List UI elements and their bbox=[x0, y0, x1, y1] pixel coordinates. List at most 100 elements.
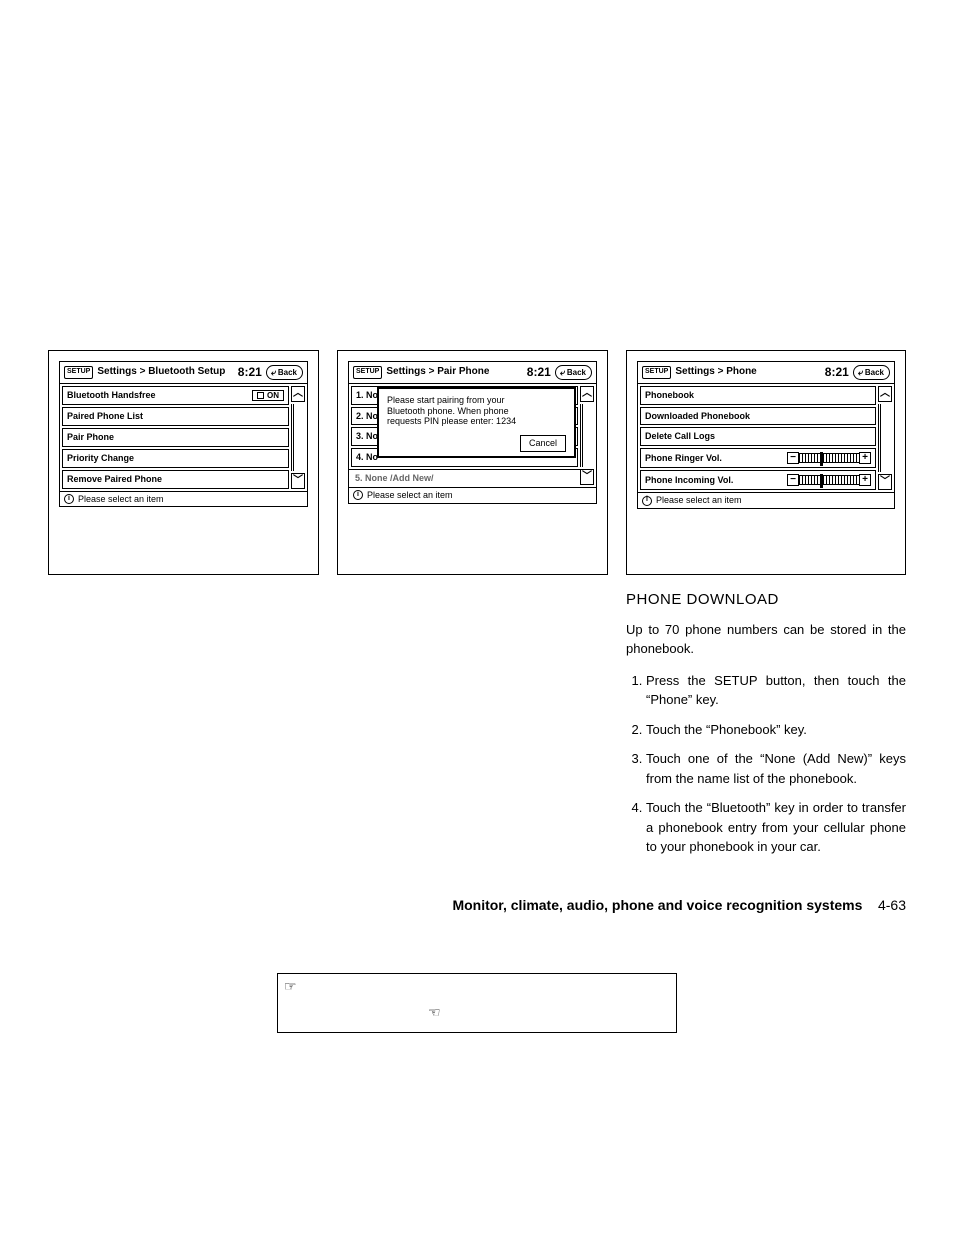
cancel-button[interactable]: Cancel bbox=[520, 435, 566, 452]
popup-line: Bluetooth phone. When phone bbox=[387, 406, 566, 417]
scroll-down-button[interactable]: ﹀ bbox=[580, 469, 594, 485]
menu-item-pair-phone[interactable]: Pair Phone bbox=[62, 428, 289, 447]
menu-item-label: Phonebook bbox=[645, 390, 694, 401]
step-item: Touch the “Bluetooth” key in order to tr… bbox=[646, 798, 906, 857]
figure-bluetooth-setup: SETUP Settings > Bluetooth Setup 8:21 ⤶ … bbox=[48, 350, 319, 575]
back-label: Back bbox=[278, 368, 297, 378]
device-screen-phone-settings: SETUP Settings > Phone 8:21 ⤶ Back Phone… bbox=[637, 361, 895, 509]
chevron-down-icon: ﹀ bbox=[293, 475, 303, 487]
menu-item-phone-incoming-vol[interactable]: Phone Incoming Vol. − + bbox=[640, 470, 876, 490]
volume-slider-incoming[interactable]: − + bbox=[787, 474, 871, 486]
back-arrow-icon: ⤶ bbox=[271, 367, 276, 378]
slider-track[interactable] bbox=[799, 475, 859, 485]
menu-item-priority-change[interactable]: Priority Change bbox=[62, 449, 289, 468]
menu-item-label: 3. No bbox=[356, 431, 378, 442]
footer-hint: Please select an item bbox=[367, 490, 453, 501]
menu-item-bluetooth-handsfree[interactable]: Bluetooth Handsfree ON bbox=[62, 386, 289, 406]
menu-item-delete-call-logs[interactable]: Delete Call Logs bbox=[640, 427, 876, 446]
chevron-up-icon: ︿ bbox=[293, 388, 303, 400]
section-title: Monitor, climate, audio, phone and voice… bbox=[452, 897, 862, 913]
pairing-popup: Please start pairing from your Bluetooth… bbox=[377, 387, 576, 458]
slider-thumb[interactable] bbox=[820, 474, 823, 488]
slider-track[interactable] bbox=[799, 453, 859, 463]
menu-item-label: Remove Paired Phone bbox=[67, 474, 162, 485]
menu-list: Bluetooth Handsfree ON Paired Phone List… bbox=[60, 384, 291, 491]
steps-list: Press the SETUP button, then touch the “… bbox=[626, 671, 906, 857]
device-body: Bluetooth Handsfree ON Paired Phone List… bbox=[60, 384, 307, 491]
intro-paragraph: Up to 70 phone numbers can be stored in … bbox=[626, 620, 906, 659]
breadcrumb: Settings > Phone bbox=[675, 366, 820, 378]
scroll-track[interactable] bbox=[580, 404, 594, 467]
menu-item-label: 2. No bbox=[356, 411, 378, 422]
menu-item-label: Phone Incoming Vol. bbox=[645, 475, 733, 486]
menu-item-phonebook[interactable]: Phonebook bbox=[640, 386, 876, 405]
info-icon: i bbox=[64, 494, 74, 504]
clock: 8:21 bbox=[825, 365, 849, 379]
menu-item-label: Paired Phone List bbox=[67, 411, 143, 422]
volume-minus-button[interactable]: − bbox=[787, 474, 799, 486]
menu-list: 1. No 2. No 3. No 4. No 5. None /Add New bbox=[349, 384, 580, 487]
menu-item-label: Delete Call Logs bbox=[645, 431, 715, 442]
scrollbar: ︿ ﹀ bbox=[580, 384, 596, 487]
menu-item-label: 5. None /Add New/ bbox=[355, 473, 434, 484]
hand-pointing-left-icon: ☜ bbox=[428, 1004, 441, 1021]
volume-minus-button[interactable]: − bbox=[787, 452, 799, 464]
step-item: Touch one of the “None (Add New)” keys f… bbox=[646, 749, 906, 788]
setup-icon: SETUP bbox=[642, 366, 671, 378]
page-footer: Monitor, climate, audio, phone and voice… bbox=[48, 897, 906, 913]
popup-line: Please start pairing from your bbox=[387, 395, 566, 406]
menu-item-label: Phone Ringer Vol. bbox=[645, 453, 722, 464]
revision-box-wrap: ☞ ☜ bbox=[277, 973, 677, 1033]
footer-hint: Please select an item bbox=[78, 494, 164, 505]
chevron-down-icon: ﹀ bbox=[582, 471, 592, 483]
back-arrow-icon: ⤶ bbox=[858, 367, 863, 378]
section-heading: PHONE DOWNLOAD bbox=[626, 589, 906, 612]
checkbox-icon bbox=[257, 392, 264, 399]
info-icon: i bbox=[353, 490, 363, 500]
menu-item-downloaded-phonebook[interactable]: Downloaded Phonebook bbox=[640, 407, 876, 426]
scroll-up-button[interactable]: ︿ bbox=[878, 386, 892, 402]
breadcrumb: Settings > Bluetooth Setup bbox=[97, 366, 233, 378]
slider-thumb[interactable] bbox=[820, 452, 823, 466]
toggle-label: ON bbox=[267, 391, 279, 401]
device-body: Phonebook Downloaded Phonebook Delete Ca… bbox=[638, 384, 894, 492]
menu-item-label: 4. No bbox=[356, 452, 378, 463]
back-button[interactable]: ⤶ Back bbox=[266, 365, 303, 380]
chevron-up-icon: ︿ bbox=[582, 388, 592, 400]
back-button[interactable]: ⤶ Back bbox=[853, 365, 890, 380]
menu-item-slot-5[interactable]: 5. None /Add New/ bbox=[349, 469, 580, 487]
menu-item-paired-phone-list[interactable]: Paired Phone List bbox=[62, 407, 289, 426]
scroll-up-button[interactable]: ︿ bbox=[291, 386, 305, 402]
step-item: Touch the “Phonebook” key. bbox=[646, 720, 906, 740]
menu-item-phone-ringer-vol[interactable]: Phone Ringer Vol. − + bbox=[640, 448, 876, 468]
device-screen-pair-phone: SETUP Settings > Pair Phone 8:21 ⤶ Back … bbox=[348, 361, 597, 504]
back-label: Back bbox=[567, 368, 586, 378]
setup-icon: SETUP bbox=[353, 366, 382, 378]
scroll-up-button[interactable]: ︿ bbox=[580, 386, 594, 402]
back-button[interactable]: ⤶ Back bbox=[555, 365, 592, 380]
volume-plus-button[interactable]: + bbox=[859, 474, 871, 486]
scroll-down-button[interactable]: ﹀ bbox=[291, 473, 305, 489]
chevron-down-icon: ﹀ bbox=[880, 476, 890, 488]
volume-plus-button[interactable]: + bbox=[859, 452, 871, 464]
scroll-track[interactable] bbox=[878, 404, 892, 472]
menu-item-label: 1. No bbox=[356, 390, 378, 401]
scroll-track[interactable] bbox=[291, 404, 305, 471]
menu-item-label: Bluetooth Handsfree bbox=[67, 390, 156, 401]
device-screen-bluetooth-setup: SETUP Settings > Bluetooth Setup 8:21 ⤶ … bbox=[59, 361, 308, 507]
clock: 8:21 bbox=[238, 365, 262, 379]
right-column: SETUP Settings > Phone 8:21 ⤶ Back Phone… bbox=[626, 350, 906, 867]
article-phone-download: PHONE DOWNLOAD Up to 70 phone numbers ca… bbox=[626, 589, 906, 857]
scrollbar: ︿ ﹀ bbox=[878, 384, 894, 492]
menu-item-remove-paired-phone[interactable]: Remove Paired Phone bbox=[62, 470, 289, 489]
scroll-down-button[interactable]: ﹀ bbox=[878, 474, 892, 490]
device-header: SETUP Settings > Phone 8:21 ⤶ Back bbox=[638, 362, 894, 384]
toggle-on[interactable]: ON bbox=[252, 390, 284, 402]
device-footer: i Please select an item bbox=[638, 492, 894, 508]
volume-slider-ringer[interactable]: − + bbox=[787, 452, 871, 464]
device-header: SETUP Settings > Pair Phone 8:21 ⤶ Back bbox=[349, 362, 596, 384]
setup-icon: SETUP bbox=[64, 366, 93, 378]
menu-item-label: Downloaded Phonebook bbox=[645, 411, 750, 422]
step-item: Press the SETUP button, then touch the “… bbox=[646, 671, 906, 710]
revision-box: ☞ ☜ bbox=[277, 973, 677, 1033]
